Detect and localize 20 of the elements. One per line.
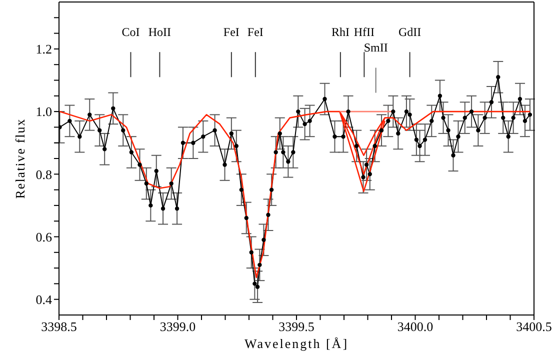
x-tick-label: 3400.0 [397, 319, 434, 334]
ref-line-label: FeI [223, 25, 240, 40]
ref-line-label: FeI [247, 25, 264, 40]
y-tick-label: 1.0 [36, 104, 52, 120]
ref-line-label: SmII [364, 40, 388, 55]
y-tick-label: 0.4 [36, 292, 52, 307]
x-axis-title: Wavelength [Å] [244, 336, 349, 351]
y-tick-label: 0.8 [36, 166, 52, 182]
ref-line-label: GdII [398, 25, 422, 40]
x-tick-label: 3398.5 [41, 319, 77, 334]
x-tick-label: 3400.5 [516, 319, 552, 334]
x-tick-label: 3399.0 [160, 319, 196, 334]
y-axis-title: Relative flux [12, 118, 28, 199]
ref-line-label: HoII [148, 25, 172, 40]
y-tick-label: 0.6 [36, 229, 52, 244]
y-tick-label: 1.2 [36, 42, 52, 57]
x-tick-label: 3399.5 [278, 319, 314, 334]
ref-line-label: HfII [354, 25, 375, 40]
ref-line-label: CoI [122, 25, 140, 40]
ref-line-label: RhI [331, 25, 350, 40]
